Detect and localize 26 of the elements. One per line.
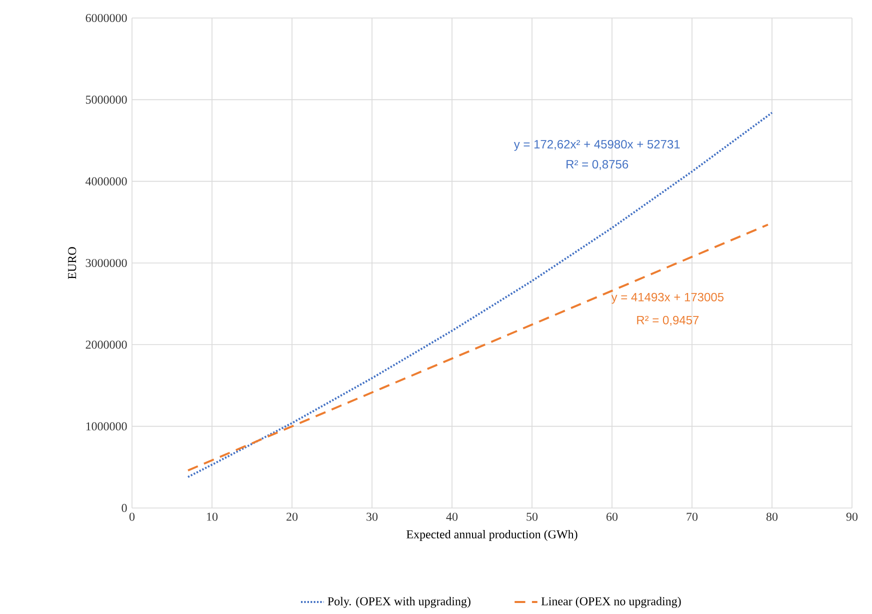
y-tick-label: 0 xyxy=(122,504,127,512)
x-tick-label: 90 xyxy=(846,512,858,521)
x-tick-label: 40 xyxy=(446,512,458,521)
legend-label: Poly. (OPEX with upgrading) xyxy=(328,596,470,608)
x-tick-label: 30 xyxy=(366,512,378,521)
y-tick-label: 3000000 xyxy=(86,258,127,268)
x-tick-label: 60 xyxy=(606,512,618,521)
x-tick-label: 10 xyxy=(207,512,218,521)
y-tick-label: 5000000 xyxy=(86,96,127,104)
line-series xyxy=(187,112,773,478)
x-tick-label: 20 xyxy=(286,512,298,521)
x-tick-label: 70 xyxy=(686,512,698,521)
annotation: y = 172,62x² + 45980x + 52731 xyxy=(514,140,680,151)
y-tick-label: 2000000 xyxy=(86,340,127,349)
y-tick-label: 1000000 xyxy=(86,422,127,430)
x-tick-label: 80 xyxy=(766,512,778,521)
annotation: R² = 0,9457 xyxy=(637,316,699,326)
y-tick-label: 4000000 xyxy=(86,177,127,186)
x-tick-label: 0 xyxy=(129,512,135,521)
legend-label: Linear (OPEX no upgrading) xyxy=(541,596,681,608)
x-tick-label: 50 xyxy=(526,512,538,521)
x-axis-title: Expected annual production (GWh) xyxy=(406,530,578,541)
y-axis-title: EURO xyxy=(68,247,76,279)
y-tick-label: 6000000 xyxy=(86,14,127,22)
annotation: R² = 0,8756 xyxy=(566,160,628,170)
annotation: y = 41493x + 173005 xyxy=(611,292,724,304)
